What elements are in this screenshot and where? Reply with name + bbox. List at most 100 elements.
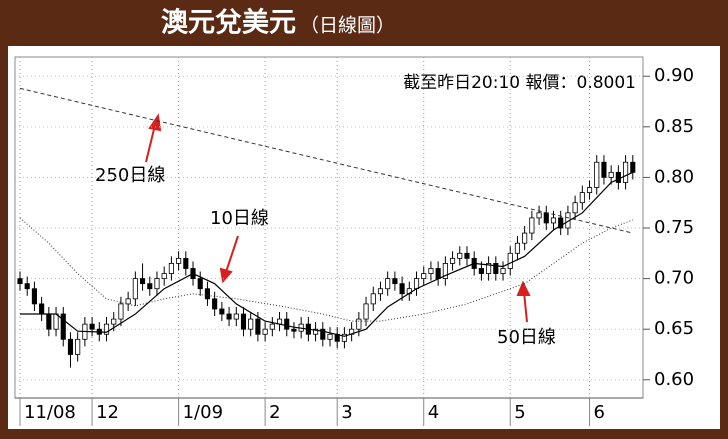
candle-body bbox=[125, 298, 131, 305]
candle-body bbox=[522, 232, 528, 244]
candle-body bbox=[103, 323, 110, 335]
candle-body bbox=[17, 278, 23, 285]
y-tick-label: 0.90 bbox=[654, 65, 694, 86]
candle-body bbox=[53, 313, 59, 330]
arrowhead bbox=[516, 280, 531, 296]
candle-body bbox=[370, 293, 376, 305]
candle-body bbox=[24, 283, 30, 290]
candle-body bbox=[579, 192, 585, 204]
ma-label: 50日線 bbox=[497, 327, 556, 348]
candle-body bbox=[449, 257, 456, 264]
candle-body bbox=[313, 328, 319, 335]
candle-body bbox=[139, 278, 146, 285]
candle-body bbox=[457, 252, 463, 259]
candle-body bbox=[219, 308, 225, 315]
candle-body bbox=[320, 328, 326, 340]
x-tick-label: 2 bbox=[269, 402, 280, 423]
candle-body bbox=[60, 313, 66, 340]
ma-label: 250日線 bbox=[95, 165, 165, 186]
candle-body bbox=[586, 187, 593, 193]
candle-body bbox=[608, 171, 614, 178]
arrow bbox=[145, 124, 156, 163]
y-tick-label: 0.85 bbox=[654, 116, 694, 137]
candle-body bbox=[442, 263, 448, 279]
candle-body bbox=[363, 303, 369, 320]
candle-body bbox=[464, 252, 470, 259]
candle-body bbox=[550, 217, 557, 224]
candle-body bbox=[399, 283, 405, 295]
candle-body bbox=[377, 288, 384, 295]
candle-body bbox=[161, 273, 167, 279]
candle-body bbox=[240, 313, 247, 330]
candle-body bbox=[435, 268, 441, 279]
arrowhead bbox=[148, 113, 162, 132]
candle-body bbox=[248, 318, 254, 330]
candle-body bbox=[197, 278, 203, 290]
x-tick-label: 1/09 bbox=[183, 402, 223, 423]
candle-body bbox=[385, 278, 391, 290]
candle-body bbox=[543, 212, 549, 224]
candle-body bbox=[262, 328, 268, 335]
price-annotation: 截至昨日20:10 報價：0.8001 bbox=[403, 73, 636, 93]
chart-subtitle: （日線圖） bbox=[300, 15, 395, 37]
candle-body bbox=[89, 323, 95, 330]
candle-body bbox=[118, 303, 124, 320]
arrow bbox=[523, 291, 528, 323]
candle-body bbox=[132, 278, 138, 300]
candle-body bbox=[168, 263, 174, 274]
candle-body bbox=[147, 283, 153, 290]
candle-body bbox=[392, 278, 398, 285]
candle-body bbox=[341, 333, 347, 342]
candle-body bbox=[529, 217, 535, 234]
candle-body bbox=[623, 161, 629, 183]
candle-body bbox=[500, 268, 506, 274]
candle-body bbox=[111, 318, 117, 325]
y-tick-label: 0.75 bbox=[654, 217, 694, 238]
ma-line bbox=[19, 217, 633, 322]
candle-body bbox=[601, 161, 607, 178]
candle-body bbox=[226, 313, 232, 320]
candle-body bbox=[46, 313, 52, 330]
arrows bbox=[145, 113, 531, 323]
candle-body bbox=[291, 328, 297, 332]
ma-line bbox=[20, 171, 634, 337]
candle-body bbox=[269, 323, 275, 330]
candle-body bbox=[284, 318, 290, 330]
candle-body bbox=[507, 252, 513, 269]
candle-body bbox=[486, 263, 492, 274]
candle-body bbox=[255, 318, 261, 335]
candle-body bbox=[572, 202, 578, 214]
x-tick-label: 5 bbox=[514, 402, 525, 423]
candle-body bbox=[75, 338, 81, 355]
y-tick-label: 0.60 bbox=[654, 369, 694, 390]
candle-body bbox=[478, 268, 484, 274]
candle-body bbox=[594, 161, 600, 188]
y-tick-label: 0.70 bbox=[654, 268, 694, 289]
candle-body bbox=[615, 171, 621, 183]
candle-body bbox=[493, 263, 499, 274]
candle-body bbox=[39, 303, 45, 315]
x-tick-label: 3 bbox=[341, 402, 352, 423]
x-tick-label: 12 bbox=[96, 402, 119, 423]
arrow bbox=[225, 235, 239, 273]
candle-body bbox=[212, 298, 218, 310]
ma-label: 10日線 bbox=[210, 208, 269, 229]
candle-body bbox=[428, 268, 434, 274]
candle-body bbox=[356, 318, 362, 330]
plot-area bbox=[14, 56, 644, 399]
candle-body bbox=[514, 242, 521, 254]
candle-body bbox=[327, 333, 333, 340]
candle-body bbox=[233, 313, 239, 320]
candle-body bbox=[204, 288, 211, 300]
candle-body bbox=[67, 338, 74, 355]
arrowhead bbox=[219, 267, 233, 284]
candle-body bbox=[176, 257, 182, 264]
candle-body bbox=[421, 273, 427, 279]
candle-body bbox=[536, 212, 542, 219]
x-tick-label: 11/08 bbox=[24, 402, 76, 423]
candle-body bbox=[183, 257, 189, 269]
candle-body bbox=[558, 217, 564, 229]
x-tick-label: 4 bbox=[428, 402, 439, 423]
candle-body bbox=[413, 278, 420, 290]
